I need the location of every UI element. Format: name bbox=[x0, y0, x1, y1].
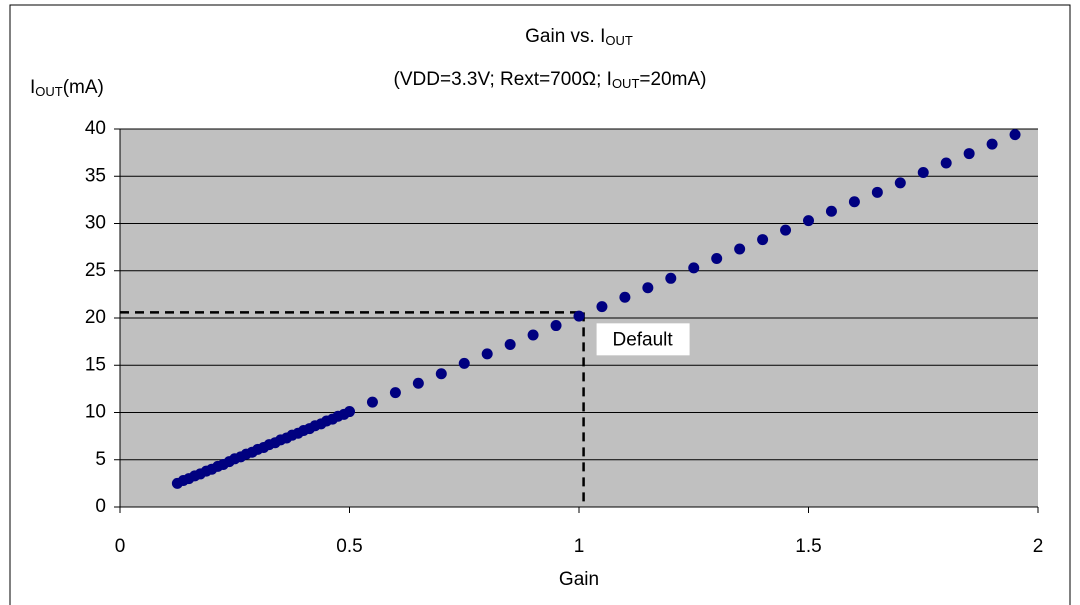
y-tick-label: 15 bbox=[85, 354, 106, 375]
y-tick-label: 30 bbox=[85, 213, 106, 234]
y-label-sub: OUT bbox=[35, 84, 63, 99]
data-point bbox=[550, 320, 562, 332]
x-tick-label: 1.5 bbox=[795, 536, 821, 557]
data-point bbox=[986, 138, 998, 150]
subtitle-text: (VDD=3.3V; Rext=700Ω; I bbox=[394, 69, 612, 90]
data-point bbox=[389, 387, 401, 399]
data-point bbox=[803, 215, 814, 227]
y-tick-label: 20 bbox=[85, 307, 106, 328]
x-tick-label: 2 bbox=[1033, 536, 1044, 557]
subtitle-text: =20mA) bbox=[639, 69, 706, 90]
subtitle-sub: OUT bbox=[612, 76, 640, 91]
y-label-text: (mA) bbox=[63, 77, 104, 98]
y-tick-label: 35 bbox=[85, 165, 106, 186]
data-point bbox=[871, 186, 883, 198]
data-point bbox=[619, 291, 631, 303]
data-point bbox=[481, 348, 493, 360]
x-axis-label: Gain bbox=[559, 569, 599, 590]
y-axis-label: IOUT(mA) bbox=[30, 77, 104, 99]
x-tick-label: 0 bbox=[115, 536, 126, 557]
data-point bbox=[688, 262, 700, 274]
x-tick-label: 1 bbox=[574, 536, 585, 557]
data-point bbox=[711, 252, 723, 264]
data-point bbox=[344, 406, 355, 418]
y-tick-label: 5 bbox=[95, 449, 106, 470]
data-point bbox=[665, 272, 677, 284]
chart-subtitle: (VDD=3.3V; Rext=700Ω; IOUT=20mA) bbox=[394, 69, 707, 91]
y-tick-label: 10 bbox=[85, 402, 106, 423]
data-point bbox=[940, 157, 952, 169]
x-tick-label: 0.5 bbox=[336, 536, 362, 557]
y-tick-label: 0 bbox=[95, 496, 106, 517]
data-point bbox=[596, 301, 608, 313]
data-point bbox=[435, 368, 447, 380]
title-text: Gain vs. I bbox=[525, 26, 605, 47]
y-tick-label: 25 bbox=[85, 260, 106, 281]
data-point bbox=[642, 282, 654, 294]
annotation-box bbox=[596, 323, 690, 356]
data-point bbox=[573, 310, 585, 322]
data-point bbox=[825, 205, 837, 217]
data-point bbox=[458, 357, 470, 369]
data-point bbox=[894, 177, 906, 189]
data-point bbox=[917, 166, 929, 178]
data-point bbox=[504, 338, 516, 350]
title-sub: OUT bbox=[605, 33, 633, 48]
data-point bbox=[734, 243, 746, 255]
data-point bbox=[963, 148, 975, 160]
data-point bbox=[527, 329, 539, 341]
y-tick-label: 40 bbox=[85, 118, 106, 139]
annotation-label: Default bbox=[612, 329, 673, 350]
data-point bbox=[412, 377, 424, 389]
data-point bbox=[848, 196, 860, 208]
data-point bbox=[366, 396, 378, 408]
y-label-text: I bbox=[30, 77, 35, 98]
data-point bbox=[1009, 129, 1021, 141]
data-point bbox=[757, 234, 769, 246]
chart-title: Gain vs. IOUT bbox=[525, 26, 633, 48]
data-point bbox=[780, 224, 792, 236]
